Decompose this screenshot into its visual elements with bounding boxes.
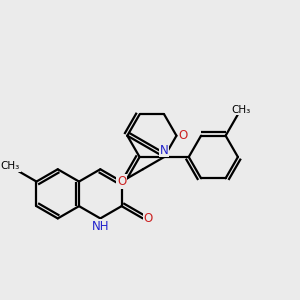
Text: NH: NH xyxy=(92,220,109,233)
Text: CH₃: CH₃ xyxy=(1,161,20,172)
Text: O: O xyxy=(144,212,153,225)
Text: O: O xyxy=(117,175,126,188)
Text: N: N xyxy=(160,143,169,157)
Text: CH₃: CH₃ xyxy=(231,105,250,115)
Text: O: O xyxy=(179,129,188,142)
